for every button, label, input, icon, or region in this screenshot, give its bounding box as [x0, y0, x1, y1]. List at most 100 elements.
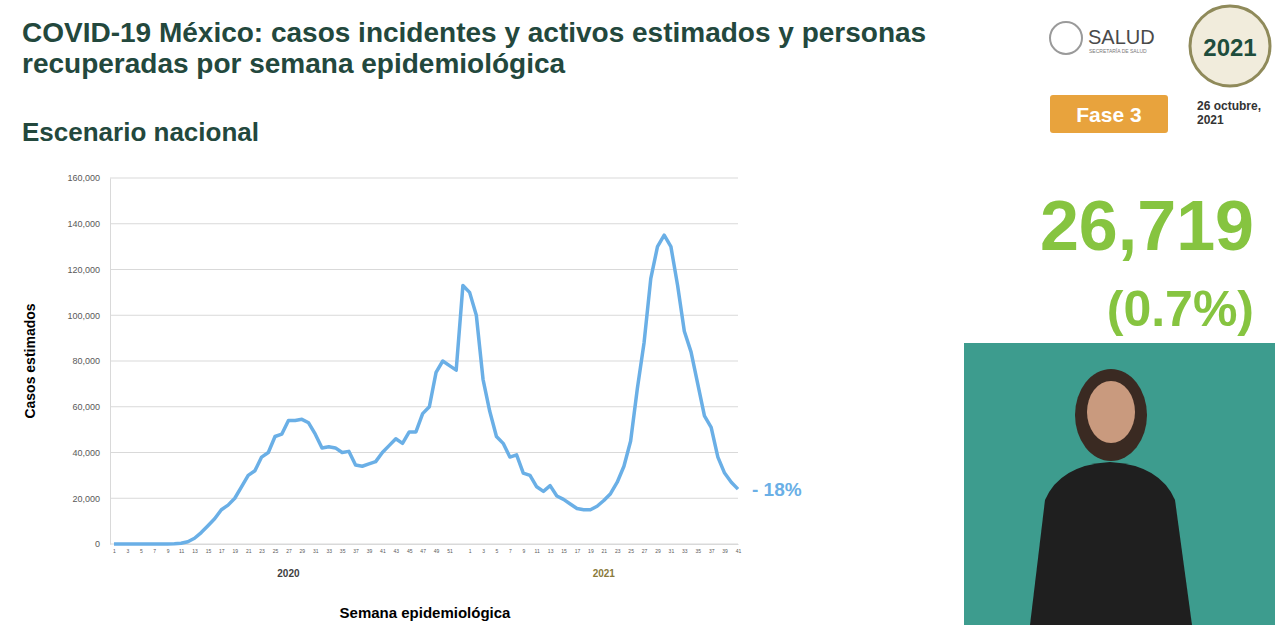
x-tick-label: 13 [192, 548, 198, 554]
interpreter-face [1087, 381, 1135, 443]
y-tick-label: 100,000 [67, 311, 100, 321]
x-tick-label: 17 [219, 548, 225, 554]
grid-line [110, 269, 738, 270]
x-tick: 7 [509, 544, 512, 554]
x-tick: 13 [548, 544, 554, 554]
subtitle: Escenario nacional [22, 117, 259, 147]
x-tick-label: 39 [722, 548, 728, 554]
y-tick-label: 160,000 [67, 173, 100, 183]
x-tick-label: 29 [655, 548, 661, 554]
y-tick: 120,000 [67, 265, 110, 275]
x-tick-label: 39 [367, 548, 373, 554]
x-axis-title: Semana epidemiológica [340, 604, 512, 621]
x-tick-label: 25 [628, 548, 634, 554]
y-tick: 160,000 [67, 173, 110, 183]
x-tick: 25 [273, 544, 279, 554]
x-tick: 17 [219, 544, 225, 554]
x-tick-label: 51 [447, 548, 453, 554]
x-tick: 39 [722, 544, 728, 554]
grid [110, 178, 738, 544]
x-tick: 19 [232, 544, 238, 554]
x-tick: 37 [709, 544, 715, 554]
x-tick-label: 45 [407, 548, 413, 554]
x-tick-label: 5 [496, 548, 499, 554]
x-tick-label: 21 [246, 548, 252, 554]
x-tick-label: 41 [736, 548, 742, 554]
x-tick: 23 [615, 544, 621, 554]
y-tick-label: 20,000 [72, 494, 100, 504]
x-tick: 31 [669, 544, 675, 554]
x-tick: 47 [420, 544, 426, 554]
x-tick-label: 15 [561, 548, 567, 554]
y-tick-label: 80,000 [72, 356, 100, 366]
x-tick-label: 41 [380, 548, 386, 554]
grid-line [110, 223, 738, 224]
x-tick: 33 [326, 544, 332, 554]
y-tick: 100,000 [67, 311, 110, 321]
x-tick: 17 [575, 544, 581, 554]
grid-line [110, 361, 738, 362]
logo-text: SALUD [1088, 26, 1155, 48]
active-cases: 26,719 [1040, 187, 1254, 265]
x-tick-label: 49 [434, 548, 440, 554]
logo-emblem [1050, 22, 1082, 54]
y-tick: 0 [95, 539, 110, 549]
x-group-label: 2020 [277, 568, 300, 579]
grid-line [110, 498, 738, 499]
x-tick: 29 [655, 544, 661, 554]
slide: COVID-19 México: casos incidentes y acti… [0, 0, 1280, 629]
y-tick-label: 140,000 [67, 219, 100, 229]
x-tick: 41 [736, 544, 742, 554]
date: 26 octubre,2021 [1197, 99, 1261, 127]
x-tick: 37 [353, 544, 359, 554]
y-axis: 0 20,000 40,000 60,000 80,000 100,000 120,000 1… [67, 173, 110, 549]
grid-line [110, 178, 738, 179]
x-tick: 11 [179, 544, 184, 554]
x-tick: 51 [447, 544, 453, 554]
y-axis-line [110, 179, 111, 545]
x-tick: 27 [286, 544, 292, 554]
x-tick-label: 25 [273, 548, 279, 554]
x-tick-label: 19 [588, 548, 594, 554]
x-tick: 15 [206, 544, 212, 554]
year-emblem [1190, 6, 1270, 86]
x-tick: 9 [522, 544, 525, 554]
y-tick: 40,000 [72, 448, 110, 458]
interpreter-body [1030, 462, 1192, 625]
x-tick: 39 [367, 544, 373, 554]
interpreter-hair [1075, 369, 1147, 461]
x-tick-label: 11 [535, 548, 540, 554]
x-tick-label: 35 [695, 548, 701, 554]
x-tick: 21 [602, 544, 608, 554]
x-tick-label: 3 [482, 548, 485, 554]
annotation: - 18% [752, 479, 802, 500]
x-tick: 27 [642, 544, 648, 554]
x-tick-label: 3 [127, 548, 130, 554]
interpreter-background [964, 343, 1275, 625]
background [0, 0, 1280, 629]
x-tick: 3 [482, 544, 485, 554]
x-tick: 45 [407, 544, 413, 554]
grid-line [110, 452, 738, 453]
x-tick-label: 7 [153, 548, 156, 554]
x-tick: 11 [535, 544, 540, 554]
x-tick-label: 31 [669, 548, 675, 554]
grid-line [110, 315, 738, 316]
x-tick-label: 15 [206, 548, 212, 554]
x-tick-label: 17 [575, 548, 581, 554]
x-tick-label: 27 [642, 548, 648, 554]
x-tick: 1 [469, 544, 472, 554]
x-tick: 35 [695, 544, 701, 554]
x-tick: 5 [496, 544, 499, 554]
x-tick-label: 5 [140, 548, 143, 554]
x-tick-label: 37 [709, 548, 715, 554]
x-tick: 29 [300, 544, 306, 554]
title: COVID-19 México: casos incidentes y acti… [22, 17, 926, 79]
x-axis-line [115, 544, 739, 545]
line-series [114, 235, 738, 544]
x-tick-label: 35 [340, 548, 346, 554]
x-tick-label: 37 [353, 548, 359, 554]
y-tick: 140,000 [67, 219, 110, 229]
y-tick-label: 60,000 [72, 402, 100, 412]
x-group-label: 2021 [593, 568, 616, 579]
